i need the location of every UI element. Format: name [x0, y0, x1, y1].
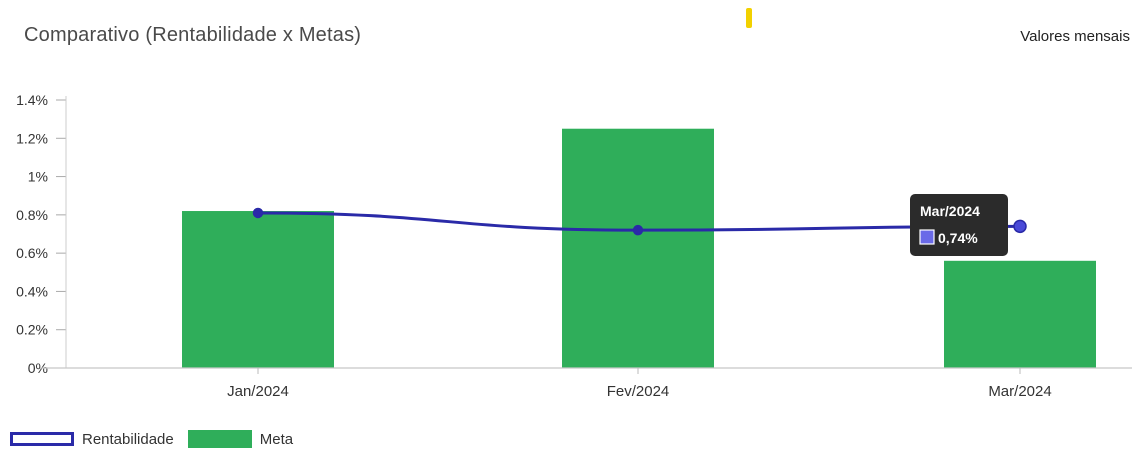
data-tooltip: Mar/2024 0,74%: [910, 194, 1008, 256]
chart-legend: Rentabilidade Meta: [10, 428, 307, 450]
legend-item-meta[interactable]: Meta: [187, 430, 294, 448]
legend-label-meta: Meta: [259, 430, 294, 448]
y-tick-label: 1.4%: [16, 92, 48, 108]
tooltip-swatch: [919, 229, 935, 245]
x-tick-label: Jan/2024: [227, 383, 289, 400]
tooltip-value: 0,74%: [938, 230, 978, 246]
y-tick-label: 0.6%: [16, 245, 48, 261]
combo-chart: 0% 0.2% 0.4% 0.6% 0.8% 1% 1.2% 1.4% Jan/2024 Fev…: [16, 92, 1132, 400]
x-tick-label: Mar/2024: [988, 383, 1051, 400]
y-tick-label: 1%: [28, 169, 48, 185]
rentabilidade-point[interactable]: [252, 207, 264, 219]
rentabilidade-point[interactable]: [632, 224, 644, 236]
legend-label-rentabilidade: Rentabilidade: [82, 430, 174, 448]
legend-swatch-line: [10, 432, 74, 446]
rentabilidade-line: [252, 207, 1027, 236]
highlight-marker: [746, 8, 752, 28]
tooltip-category: Mar/2024: [920, 203, 980, 219]
rentabilidade-point[interactable]: [1013, 219, 1027, 234]
x-tick-label: Fev/2024: [607, 383, 670, 400]
chart-subtitle: Valores mensais: [1020, 28, 1130, 45]
y-axis: 0% 0.2% 0.4% 0.6% 0.8% 1% 1.2% 1.4%: [16, 92, 67, 376]
y-tick-label: 0%: [28, 360, 48, 376]
y-tick-label: 1.2%: [16, 130, 48, 146]
x-axis: Jan/2024 Fev/2024 Mar/2024: [40, 367, 1132, 400]
meta-bar[interactable]: [562, 128, 714, 368]
legend-swatch-bar: [187, 430, 252, 448]
meta-bar[interactable]: [944, 260, 1096, 368]
y-tick-label: 0.8%: [16, 207, 48, 223]
y-tick-label: 0.4%: [16, 283, 48, 299]
meta-bars: [182, 128, 1096, 368]
y-tick-label: 0.2%: [16, 322, 48, 338]
meta-bar[interactable]: [182, 211, 334, 368]
chart-title: Comparativo (Rentabilidade x Metas): [24, 24, 362, 46]
legend-item-rentabilidade[interactable]: Rentabilidade: [10, 431, 174, 448]
